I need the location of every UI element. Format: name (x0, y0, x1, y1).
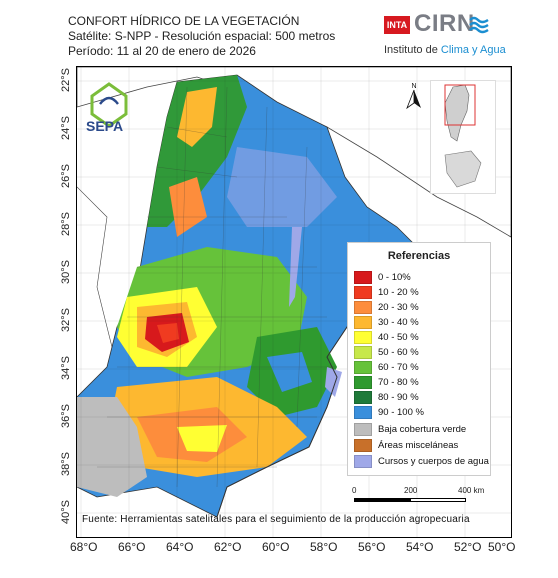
legend-item: Áreas misceláneas (354, 438, 459, 452)
legend-title: Referencias (387, 250, 451, 262)
longitude-axis: 68°O 66°O 64°O 62°O 60°O 58°O 56°O 54°O … (60, 538, 520, 556)
lon-tick: 52°O (454, 540, 482, 554)
legend-label: Cursos y cuerpos de agua (378, 455, 489, 467)
lon-tick: 50°O (488, 540, 516, 554)
legend-swatch (354, 300, 372, 314)
lon-tick: 68°O (70, 540, 98, 554)
legend-item: 90 - 100 % (354, 405, 424, 419)
legend-item: 30 - 40 % (354, 315, 419, 329)
inta-logo: INTA (384, 16, 410, 34)
latitude-axis: 22°S 24°S 26°S 28°S 30°S 32°S 34°S 36°S … (60, 66, 74, 536)
legend-item: 60 - 70 % (354, 360, 419, 374)
lon-tick: 60°O (262, 540, 290, 554)
lon-tick: 66°O (118, 540, 146, 554)
legend-swatch (354, 285, 372, 299)
legend-label: 50 - 60 % (378, 346, 419, 358)
legend-item: 80 - 90 % (354, 390, 419, 404)
legend-swatch (354, 390, 372, 404)
scale-start: 0 (352, 486, 357, 495)
lat-tick: 32°S (60, 308, 72, 332)
lat-tick: 26°S (60, 164, 72, 188)
institute-label: Instituto de Clima y Agua (384, 44, 506, 56)
period-info: Período: 11 al 20 de enero de 2026 (68, 44, 256, 58)
legend-swatch (354, 345, 372, 359)
lat-tick: 38°S (60, 452, 72, 476)
legend-item: 0 - 10% (354, 270, 411, 284)
locator-inset (430, 80, 496, 194)
sepa-logo-icon (90, 82, 128, 128)
legend-item: 20 - 30 % (354, 300, 419, 314)
lon-tick: 56°O (358, 540, 386, 554)
legend-label: 70 - 80 % (378, 376, 419, 388)
legend-swatch (354, 405, 372, 419)
institute-accent: Clima y Agua (440, 44, 506, 56)
lat-tick: 28°S (60, 212, 72, 236)
north-label: N (411, 83, 416, 90)
source-note: Fuente: Herramientas satelitales para el… (82, 514, 470, 525)
legend-swatch (354, 360, 372, 374)
lat-tick: 24°S (60, 116, 72, 140)
legend-item: Baja cobertura verde (354, 422, 467, 436)
legend-swatch (354, 315, 372, 329)
cirn-logo: CIRN (414, 10, 475, 37)
map-header: CONFORT HÍDRICO DE LA VEGETACIÓN Satélit… (68, 14, 368, 59)
legend-item: 40 - 50 % (354, 330, 419, 344)
legend-label: 20 - 30 % (378, 301, 419, 313)
legend-item: Cursos y cuerpos de agua (354, 454, 489, 468)
legend-label: 40 - 50 % (378, 331, 419, 343)
scale-end: 400 km (458, 486, 485, 495)
lon-tick: 64°O (166, 540, 194, 554)
legend-label: Baja cobertura verde (378, 423, 467, 435)
legend-label: 0 - 10% (378, 271, 411, 283)
legend-item: 10 - 20 % (354, 285, 419, 299)
institute-prefix: Instituto de (384, 44, 441, 56)
map-title: CONFORT HÍDRICO DE LA VEGETACIÓN (68, 14, 300, 28)
scale-segment-black (354, 498, 410, 502)
legend-swatch (354, 422, 372, 436)
satellite-info: Satélite: S-NPP - Resolución espacial: 5… (68, 29, 336, 43)
scale-segment-white (410, 498, 466, 502)
scale-mid: 200 (404, 486, 418, 495)
legend-label: 30 - 40 % (378, 316, 419, 328)
lat-tick: 34°S (60, 356, 72, 380)
legend-swatch (354, 375, 372, 389)
lon-tick: 54°O (406, 540, 434, 554)
legend-label: 60 - 70 % (378, 361, 419, 373)
argentina-map (77, 67, 511, 537)
legend-swatch (354, 438, 372, 452)
sepa-label: SEPA (86, 118, 124, 134)
lat-tick: 36°S (60, 404, 72, 428)
map-legend: Referencias 0 - 10% 10 - 20 % 20 - 30 % 30 … (347, 242, 491, 476)
legend-label: 10 - 20 % (378, 286, 419, 298)
lon-tick: 62°O (214, 540, 242, 554)
legend-label: Áreas misceláneas (378, 439, 459, 451)
waves-icon (469, 16, 489, 34)
lat-tick: 30°S (60, 260, 72, 284)
legend-swatch (354, 270, 372, 284)
legend-label: 90 - 100 % (378, 406, 424, 418)
lat-tick: 40°S (60, 500, 72, 524)
locator-map-icon (444, 84, 482, 188)
legend-swatch (354, 454, 372, 468)
legend-item: 70 - 80 % (354, 375, 419, 389)
legend-item: 50 - 60 % (354, 345, 419, 359)
legend-swatch (354, 330, 372, 344)
lat-tick: 22°S (60, 68, 72, 92)
scale-bar: 0 200 400 km (352, 486, 488, 510)
lon-tick: 58°O (310, 540, 338, 554)
legend-label: 80 - 90 % (378, 391, 419, 403)
north-arrow-icon: N (406, 83, 421, 110)
